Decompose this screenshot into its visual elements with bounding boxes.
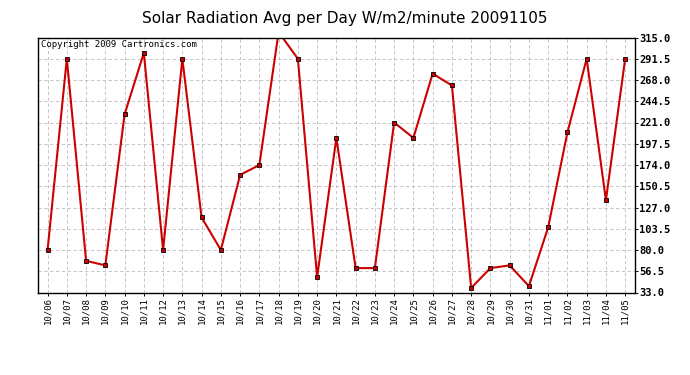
Text: Copyright 2009 Cartronics.com: Copyright 2009 Cartronics.com [41,40,197,49]
Text: Solar Radiation Avg per Day W/m2/minute 20091105: Solar Radiation Avg per Day W/m2/minute … [142,11,548,26]
